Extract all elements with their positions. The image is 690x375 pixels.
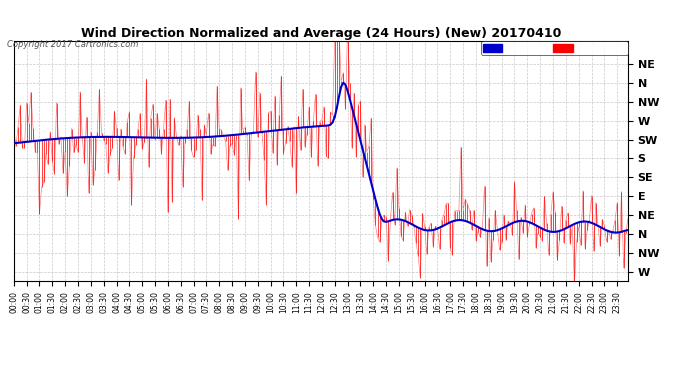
Text: Copyright 2017 Cartronics.com: Copyright 2017 Cartronics.com bbox=[7, 40, 138, 49]
Title: Wind Direction Normalized and Average (24 Hours) (New) 20170410: Wind Direction Normalized and Average (2… bbox=[81, 27, 561, 40]
Legend: Average, Direction: Average, Direction bbox=[481, 41, 628, 55]
